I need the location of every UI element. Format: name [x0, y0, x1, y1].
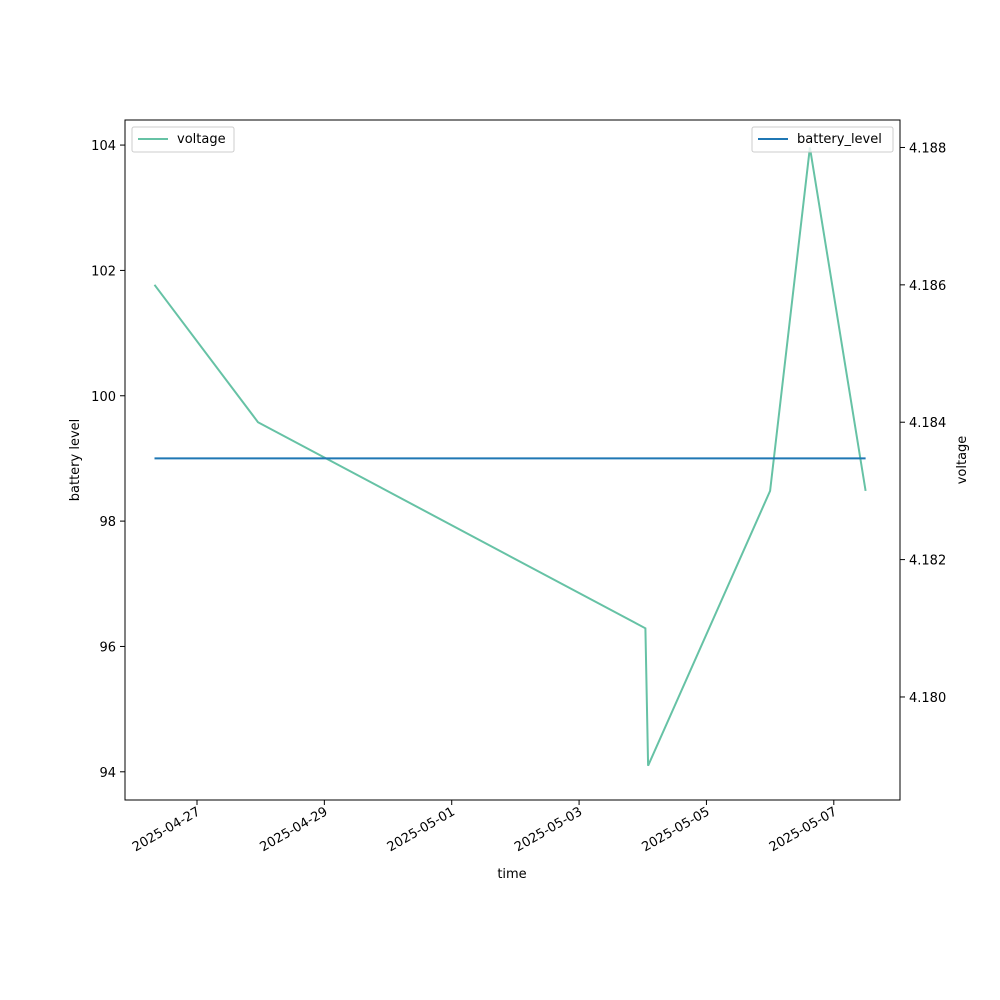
legend-battery-level-label: battery_level	[797, 132, 882, 147]
y-left-tick-label-4: 102	[91, 264, 116, 279]
y-right-tick-label-4: 4.188	[909, 141, 946, 156]
y-left-tick-label-1: 96	[99, 640, 116, 655]
legend-voltage-label: voltage	[177, 132, 226, 147]
y-right-tick-label-1: 4.182	[909, 554, 946, 569]
y-right-tick-label-0: 4.180	[909, 691, 946, 706]
legend-left: voltage	[131, 126, 235, 153]
y-left-tick-label-2: 98	[99, 515, 116, 530]
y-right-tick-label-2: 4.184	[909, 416, 946, 431]
x-axis-label: time	[497, 867, 526, 882]
y-axis-left: 94 96 98 100 102 104	[91, 139, 125, 781]
y-axis-right: 4.180 4.182 4.184 4.186 4.188	[900, 141, 946, 706]
y-right-tick-label-3: 4.186	[909, 279, 946, 294]
legend-right: battery_level	[751, 126, 894, 153]
y-left-tick-label-0: 94	[99, 766, 116, 781]
y-left-tick-label-3: 100	[91, 390, 116, 405]
legend-right-box	[751, 126, 894, 153]
y-axis-right-label: voltage	[955, 436, 970, 485]
axes-frame	[124, 119, 901, 801]
y-left-tick-label-5: 104	[91, 139, 116, 154]
y-axis-left-label: battery level	[68, 419, 83, 502]
legend-left-box	[131, 126, 235, 153]
